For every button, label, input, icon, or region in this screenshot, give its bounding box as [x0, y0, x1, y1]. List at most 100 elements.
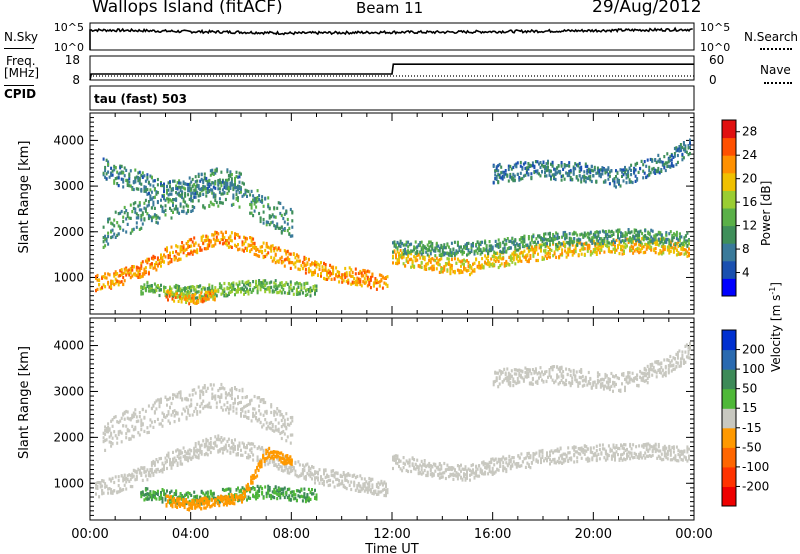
- power-cell-l7: [138, 170, 141, 174]
- power-cell-l0: [386, 283, 389, 287]
- velocity-cell-l0: [297, 475, 300, 479]
- power-cell-l1: [636, 246, 639, 250]
- power-cell-l2: [399, 241, 402, 245]
- velocity-cell-l0: [122, 479, 125, 483]
- power-cell-l2: [620, 231, 622, 235]
- power-cell-l1: [573, 251, 576, 255]
- power-cell-l6: [519, 171, 522, 175]
- velocity-cell-l1: [564, 452, 567, 456]
- power-cell-l7: [175, 184, 178, 188]
- power-cell-l6: [503, 172, 506, 176]
- power-cell-l3: [292, 286, 295, 290]
- power-cell-l0: [277, 247, 280, 251]
- velocity-cell-l1: [423, 464, 426, 468]
- power-cell-l1: [485, 262, 488, 266]
- velocity-cell-l1: [488, 467, 491, 471]
- power-cell-l1: [446, 257, 449, 261]
- velocity-cell-l0: [317, 476, 319, 480]
- velocity-cell-l1: [684, 456, 687, 460]
- power-cell-l5: [122, 228, 125, 232]
- power-cell-l1: [639, 248, 642, 252]
- power-cell-l0: [135, 274, 138, 278]
- power-cell-l6: [651, 159, 654, 163]
- power-cell-l1: [404, 264, 407, 268]
- power-cell-l0: [96, 287, 99, 291]
- power-cell-l2: [630, 238, 633, 242]
- power-cell-l6: [666, 161, 669, 165]
- power-cell-l5: [289, 234, 292, 238]
- power-cell-l0: [173, 258, 176, 262]
- xtick-3: 12:00: [373, 527, 410, 542]
- power-cell-l6: [494, 177, 497, 181]
- power-cell-l7: [238, 187, 241, 191]
- velocity-cell-l0: [208, 442, 211, 446]
- velocity-cell-l0: [98, 495, 101, 499]
- velocity-colorbar-tick-0: 200: [742, 343, 765, 357]
- power-cell-l0: [327, 271, 330, 275]
- power-cell-l5: [141, 213, 144, 217]
- power-cell-l0: [131, 268, 134, 272]
- power-cell-l0: [356, 278, 359, 282]
- velocity-cell-l1: [481, 471, 484, 476]
- power-cell-l6: [566, 163, 569, 168]
- velocity-cell-l0: [238, 444, 241, 448]
- power-cell-l2: [555, 231, 558, 235]
- power-cell-l5: [129, 216, 132, 220]
- power-cell-l2: [490, 246, 493, 250]
- power-cell-l0: [235, 244, 238, 249]
- power-cell-l1: [497, 259, 500, 263]
- cpid-text: tau (fast) 503: [94, 92, 187, 106]
- velocity-cell-l1: [537, 459, 539, 463]
- power-cell-l0: [362, 268, 365, 273]
- velocity-cell-l1: [552, 458, 555, 462]
- power-cell-l6: [519, 164, 522, 168]
- power-cell-l1: [684, 248, 687, 252]
- velocity-cell-l1: [450, 466, 453, 470]
- velocity-cell-l1: [604, 458, 607, 462]
- power-cell-l7: [111, 169, 114, 173]
- power-cell-l1: [529, 256, 532, 260]
- power-cell-l2: [674, 233, 677, 237]
- power-cell-l2: [591, 236, 594, 240]
- power-cell-l3: [307, 289, 310, 293]
- velocity-cell-l1: [426, 473, 429, 478]
- velocity-cell-l1: [478, 474, 481, 478]
- power-cell-l2: [500, 250, 503, 254]
- velocity-cell-l1: [660, 452, 663, 456]
- power-cell-l0: [143, 269, 146, 273]
- velocity-cell-l1: [440, 467, 443, 471]
- power-cell-l5: [286, 222, 289, 226]
- power-cell-l3: [295, 287, 298, 291]
- velocity-cell-l1: [541, 450, 544, 454]
- power-cell-l2: [512, 242, 515, 246]
- power-cell-l7: [140, 182, 143, 186]
- power-cell-l3: [252, 288, 255, 293]
- power-cell-l3: [227, 287, 230, 291]
- power-cell-l2: [420, 252, 423, 256]
- velocity-cell-l0: [289, 468, 292, 472]
- power-cell-l0: [163, 260, 165, 264]
- velocity-cell-l0: [116, 491, 119, 495]
- velocity-cell-l1: [629, 451, 632, 455]
- power-cell-l6: [524, 173, 527, 177]
- power-cell-l2: [440, 243, 443, 248]
- power-cell-l6: [658, 160, 661, 164]
- power-cell-l1: [626, 237, 628, 241]
- velocity-cell-l1: [612, 451, 615, 455]
- power-cell-l7: [123, 166, 126, 170]
- velocity-cell-l1: [642, 454, 645, 458]
- velocity-cell-l0: [383, 493, 386, 498]
- power-cell-l2: [678, 243, 681, 247]
- power-cell-l3: [258, 282, 261, 286]
- power-cell-l5: [243, 182, 245, 186]
- power-cell-l1: [517, 259, 520, 264]
- velocity-cell-l1: [672, 450, 675, 454]
- power-cell-l2: [598, 230, 601, 234]
- power-cell-l5: [224, 197, 227, 202]
- power-cell-l0: [351, 280, 354, 284]
- power-cell-l0: [342, 279, 345, 283]
- power-ylabel: Slant Range [km]: [17, 141, 32, 254]
- velocity-cell-l1: [435, 466, 438, 470]
- power-cell-l0: [250, 243, 253, 247]
- power-cell-l2: [674, 241, 677, 246]
